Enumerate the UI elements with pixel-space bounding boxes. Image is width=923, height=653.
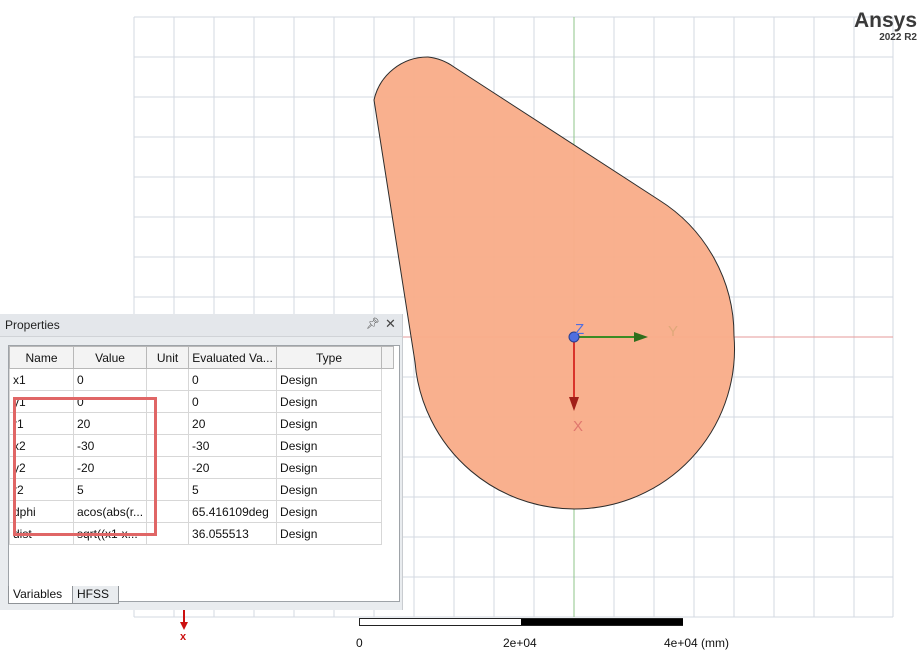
- cell-unit[interactable]: [146, 368, 190, 391]
- cell-type[interactable]: Design: [276, 434, 383, 457]
- cell-type[interactable]: Design: [276, 456, 383, 479]
- cell-evaluated: 0: [188, 390, 278, 413]
- cell-name[interactable]: dist: [9, 522, 74, 545]
- properties-panel: Properties 📌︎ ✕ Name Value Unit Evaluate…: [0, 314, 403, 610]
- cell-value[interactable]: 20: [72, 412, 148, 435]
- scale-tick-0: 0: [356, 636, 363, 650]
- cell-evaluated: 65.416109deg: [188, 500, 278, 523]
- cell-value[interactable]: 0: [72, 368, 148, 391]
- table-row[interactable]: x2 -30 -30 Design: [9, 434, 394, 457]
- cell-value[interactable]: 0: [72, 390, 148, 413]
- mini-x-axis-label: x: [180, 631, 187, 643]
- cell-value[interactable]: 5: [72, 478, 148, 501]
- cell-type[interactable]: Design: [276, 522, 383, 545]
- table-row[interactable]: y2 -20 -20 Design: [9, 456, 394, 479]
- cell-name[interactable]: x2: [9, 434, 74, 457]
- cell-type[interactable]: Design: [276, 478, 383, 501]
- column-header-evaluated[interactable]: Evaluated Va...: [188, 346, 278, 369]
- cell-name[interactable]: y1: [9, 390, 74, 413]
- variables-table: Name Value Unit Evaluated Va... Type x1 …: [9, 346, 395, 545]
- cell-evaluated: 36.055513: [188, 522, 278, 545]
- cell-type[interactable]: Design: [276, 500, 383, 523]
- close-icon[interactable]: ✕: [385, 316, 396, 331]
- cell-unit[interactable]: [146, 522, 190, 545]
- cell-value[interactable]: -20: [72, 456, 148, 479]
- cell-name[interactable]: y2: [9, 456, 74, 479]
- cell-type[interactable]: Design: [276, 412, 383, 435]
- properties-title: Properties: [5, 318, 60, 332]
- brand-name: Ansys: [853, 9, 917, 32]
- ansys-logo: Ansys 2022 R2: [854, 10, 917, 44]
- x-axis-label: X: [573, 418, 583, 435]
- cell-evaluated: -20: [188, 456, 278, 479]
- cell-unit[interactable]: [146, 478, 190, 501]
- tab-hfss[interactable]: HFSS: [72, 586, 119, 604]
- column-header-unit[interactable]: Unit: [146, 346, 190, 369]
- column-header-type[interactable]: Type: [276, 346, 383, 369]
- mini-axis-indicator: [180, 610, 188, 630]
- cell-name[interactable]: r2: [9, 478, 74, 501]
- z-axis-label: Z: [575, 321, 584, 338]
- coordinate-triad: Z Y X: [568, 321, 678, 435]
- table-row[interactable]: y1 0 0 Design: [9, 390, 394, 413]
- cell-unit[interactable]: [146, 390, 190, 413]
- cell-evaluated: -30: [188, 434, 278, 457]
- column-header-name[interactable]: Name: [9, 346, 74, 369]
- cell-evaluated: 20: [188, 412, 278, 435]
- cell-value[interactable]: sqrt((x1-x...: [72, 522, 148, 545]
- table-row[interactable]: r1 20 20 Design: [9, 412, 394, 435]
- brand-version: 2022 R2: [879, 32, 917, 43]
- scale-tick-2: 4e+04 (mm): [664, 636, 730, 650]
- scale-tick-1: 2e+04: [503, 636, 537, 650]
- cell-name[interactable]: dphi: [9, 500, 74, 523]
- table-row[interactable]: dist sqrt((x1-x... 36.055513 Design: [9, 522, 394, 545]
- cell-unit[interactable]: [146, 500, 190, 523]
- cell-value[interactable]: acos(abs(r...: [72, 500, 148, 523]
- teardrop-shape[interactable]: [373, 56, 736, 510]
- table-row[interactable]: r2 5 5 Design: [9, 478, 394, 501]
- column-header-value[interactable]: Value: [72, 346, 148, 369]
- cell-name[interactable]: x1: [9, 368, 74, 391]
- table-header-row: Name Value Unit Evaluated Va... Type: [9, 346, 395, 369]
- cell-type[interactable]: Design: [276, 390, 383, 413]
- column-header-filler: [381, 346, 395, 369]
- scale-bar: [359, 618, 683, 626]
- tab-variables[interactable]: Variables: [8, 586, 73, 604]
- cell-unit[interactable]: [146, 412, 190, 435]
- cell-value[interactable]: -30: [72, 434, 148, 457]
- cell-unit[interactable]: [146, 434, 190, 457]
- cell-type[interactable]: Design: [276, 368, 383, 391]
- table-row[interactable]: dphi acos(abs(r... 65.416109deg Design: [9, 500, 394, 523]
- cell-name[interactable]: r1: [9, 412, 74, 435]
- cell-evaluated: 5: [188, 478, 278, 501]
- scale-bar-fill: [521, 619, 683, 625]
- pin-icon[interactable]: 📌︎: [366, 318, 380, 330]
- properties-titlebar[interactable]: Properties 📌︎ ✕: [0, 314, 402, 337]
- variables-grid: Name Value Unit Evaluated Va... Type x1 …: [8, 345, 400, 602]
- table-row[interactable]: x1 0 0 Design: [9, 368, 394, 391]
- cell-unit[interactable]: [146, 456, 190, 479]
- y-axis-label: Y: [668, 323, 678, 340]
- cell-evaluated: 0: [188, 368, 278, 391]
